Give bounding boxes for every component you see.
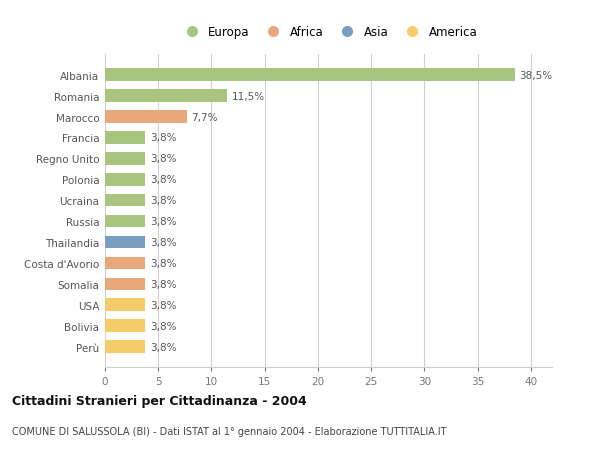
Bar: [105, 257, 145, 269]
Text: 3,8%: 3,8%: [150, 154, 176, 164]
Bar: [105, 90, 227, 103]
Text: 3,8%: 3,8%: [150, 175, 176, 185]
Bar: [105, 69, 515, 82]
Bar: [105, 174, 145, 186]
Text: 3,8%: 3,8%: [150, 133, 176, 143]
Bar: [105, 236, 145, 249]
Bar: [105, 319, 145, 332]
Text: Cittadini Stranieri per Cittadinanza - 2004: Cittadini Stranieri per Cittadinanza - 2…: [12, 394, 307, 407]
Bar: [105, 215, 145, 228]
Text: 3,8%: 3,8%: [150, 279, 176, 289]
Text: 3,8%: 3,8%: [150, 217, 176, 227]
Text: COMUNE DI SALUSSOLA (BI) - Dati ISTAT al 1° gennaio 2004 - Elaborazione TUTTITAL: COMUNE DI SALUSSOLA (BI) - Dati ISTAT al…: [12, 426, 446, 436]
Bar: [105, 195, 145, 207]
Bar: [105, 299, 145, 311]
Bar: [105, 132, 145, 145]
Legend: Europa, Africa, Asia, America: Europa, Africa, Asia, America: [178, 23, 479, 41]
Text: 3,8%: 3,8%: [150, 237, 176, 247]
Text: 3,8%: 3,8%: [150, 300, 176, 310]
Bar: [105, 111, 187, 123]
Text: 3,8%: 3,8%: [150, 342, 176, 352]
Text: 3,8%: 3,8%: [150, 258, 176, 269]
Text: 11,5%: 11,5%: [232, 91, 265, 101]
Text: 3,8%: 3,8%: [150, 321, 176, 331]
Bar: [105, 341, 145, 353]
Text: 7,7%: 7,7%: [191, 112, 218, 122]
Bar: [105, 278, 145, 291]
Text: 38,5%: 38,5%: [519, 71, 552, 80]
Text: 3,8%: 3,8%: [150, 196, 176, 206]
Bar: [105, 153, 145, 165]
